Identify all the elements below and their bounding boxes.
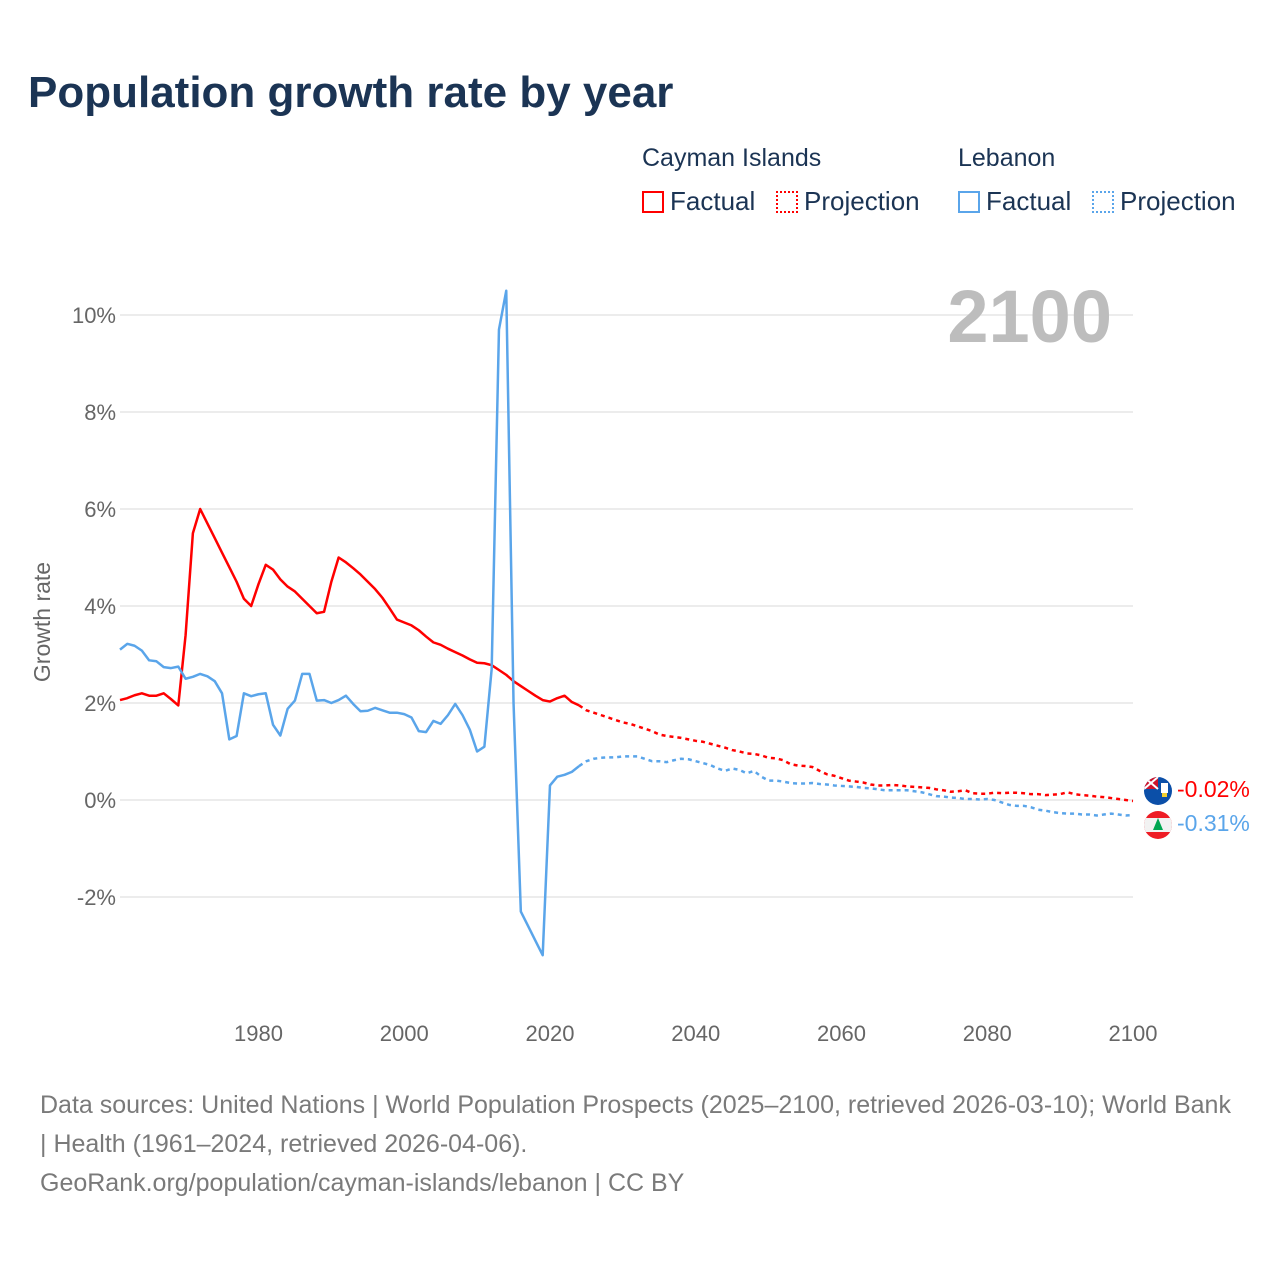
x-tick-label: 1980 <box>234 1021 283 1046</box>
legend-lebanon-factual[interactable]: Factual <box>958 186 1071 217</box>
x-tick-label: 2100 <box>1109 1021 1158 1046</box>
lebanon-flag-icon <box>1144 811 1172 839</box>
legend-group-cayman: Cayman Islands <box>642 144 822 172</box>
legend-label: Factual <box>670 186 756 216</box>
y-axis-label: Growth rate <box>29 562 55 682</box>
legend-label: Projection <box>1120 186 1236 216</box>
y-tick-label: 8% <box>84 400 116 425</box>
lebanon-end-label: -0.31% <box>1177 810 1250 836</box>
x-tick-label: 2080 <box>963 1021 1012 1046</box>
data-sources: Data sources: United Nations | World Pop… <box>40 1091 1231 1158</box>
x-tick-label: 2040 <box>671 1021 720 1046</box>
series-line-cayman-islands-factual <box>119 507 580 707</box>
chart-title: Population growth rate by year <box>28 68 674 117</box>
year-watermark: 2100 <box>947 275 1112 358</box>
footer: Data sources: United Nations | World Pop… <box>40 1086 1240 1203</box>
y-tick-label: 10% <box>72 303 116 328</box>
y-tick-label: 0% <box>84 788 116 813</box>
cayman-islands-flag-icon <box>1144 777 1172 805</box>
series-line-lebanon-factual <box>119 289 580 957</box>
x-tick-label: 2000 <box>380 1021 429 1046</box>
legend-swatch-solid-icon <box>642 190 664 213</box>
legend-cayman-projection[interactable]: Projection <box>776 186 920 217</box>
y-tick-label: 4% <box>84 594 116 619</box>
legend-lebanon-projection[interactable]: Projection <box>1092 186 1236 217</box>
source-link[interactable]: GeoRank.org/population/cayman-islands/le… <box>40 1169 685 1197</box>
legend-label: Factual <box>986 186 1072 216</box>
legend-label: Projection <box>804 186 920 216</box>
legend-cayman-factual[interactable]: Factual <box>642 186 755 217</box>
cayman-end-label: -0.02% <box>1177 776 1250 802</box>
y-tick-label: -2% <box>77 885 116 910</box>
y-tick-label: 2% <box>84 691 116 716</box>
series-line-lebanon-projection <box>578 755 1134 817</box>
y-tick-label: 6% <box>84 497 116 522</box>
legend-swatch-dotted-icon <box>1092 190 1114 213</box>
line-chart: -2% 0% 2% 4% 6% 8% 10% 1980 2000 2020 2040 2060 2080… <box>29 275 1250 1046</box>
series-line-cayman-islands-projection <box>578 704 1134 803</box>
x-tick-label: 2060 <box>817 1021 866 1046</box>
legend-swatch-solid-icon <box>958 190 980 213</box>
legend-swatch-dotted-icon <box>776 190 798 213</box>
legend-group-lebanon: Lebanon <box>958 144 1056 172</box>
x-tick-label: 2020 <box>526 1021 575 1046</box>
